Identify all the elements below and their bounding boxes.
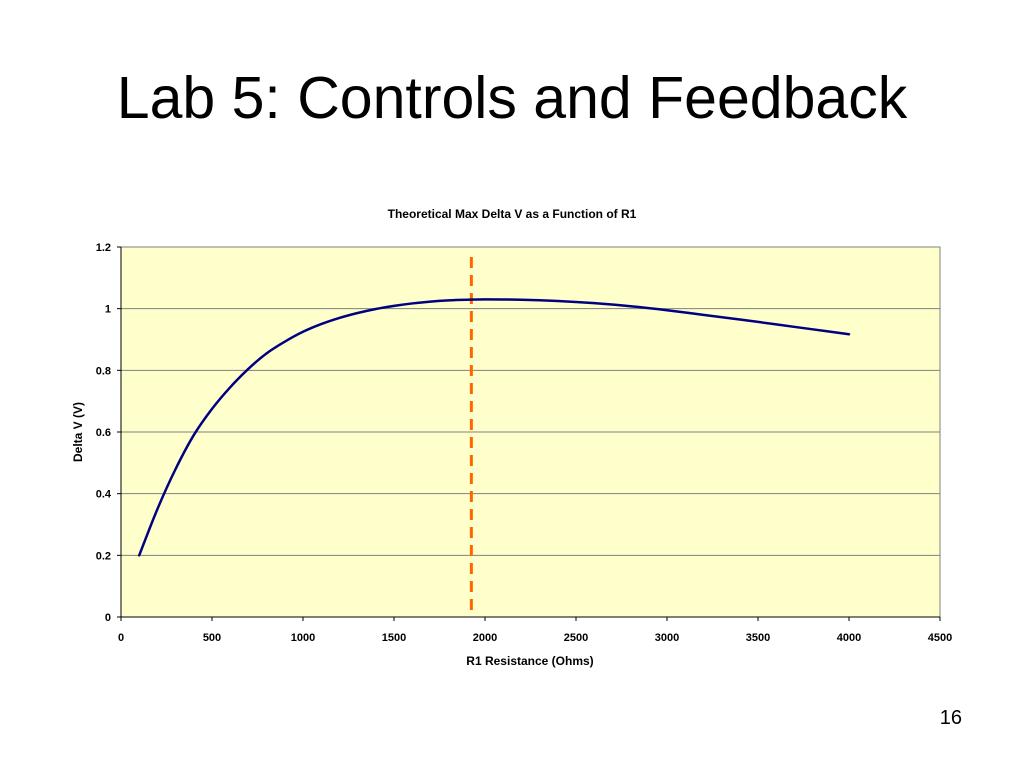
chart-title: Theoretical Max Delta V as a Function of… [388,207,637,221]
x-tick-label: 4500 [928,632,952,644]
y-tick-label: 0.8 [96,365,111,377]
y-axis-label: Delta V (V) [71,402,85,462]
y-tick-label: 0.6 [96,427,111,439]
y-tick-label: 0.4 [96,489,112,501]
x-tick-label: 1500 [382,632,406,644]
x-tick-label: 3000 [655,632,679,644]
x-tick-label: 2000 [473,632,497,644]
series-line [137,298,851,557]
series-group [137,298,851,557]
slide-title: Lab 5: Controls and Feedback [116,65,908,131]
page-number: 16 [939,707,962,729]
x-axis-label: R1 Resistance (Ohms) [466,654,593,668]
y-tick-label: 0.2 [96,550,111,562]
x-tick-label: 0 [118,632,124,644]
x-tick-label: 1000 [291,632,315,644]
y-tick-label: 1.2 [96,242,111,254]
x-tick-label: 3500 [746,632,770,644]
x-tick-label: 2500 [564,632,588,644]
gridlines [121,308,940,556]
y-tick-label: 0 [105,612,111,624]
x-ticks: 0 500 1000 1500 2000 2500 3000 3500 4000 4500 [118,617,952,644]
x-tick-label: 4000 [837,632,861,644]
x-tick-label: 500 [203,632,221,644]
y-ticks: 0 0.2 0.4 0.6 0.8 1 1.2 [96,242,121,624]
y-tick-label: 1 [105,304,111,316]
